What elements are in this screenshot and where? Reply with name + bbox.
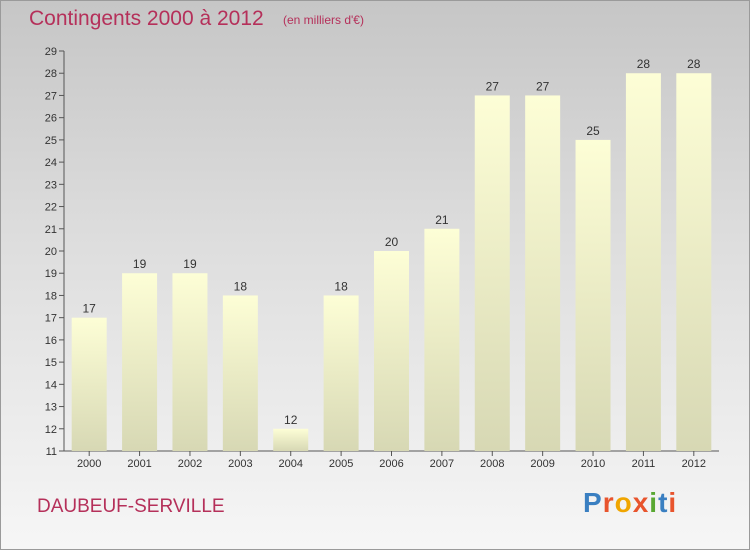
y-tick-label: 12 <box>45 424 57 436</box>
y-tick-label: 16 <box>45 335 57 347</box>
y-tick-label: 22 <box>45 202 57 214</box>
data-label: 18 <box>234 279 248 293</box>
logo-letter: i <box>668 487 678 518</box>
y-tick-label: 17 <box>45 313 57 325</box>
data-label: 19 <box>183 257 197 271</box>
logo-letter: x <box>632 487 650 518</box>
y-tick-label: 20 <box>45 246 57 258</box>
logo-letter: P <box>583 487 603 518</box>
data-label: 28 <box>637 57 651 71</box>
x-tick-label: 2010 <box>581 458 605 470</box>
x-tick-label: 2006 <box>379 458 403 470</box>
x-tick-label: 2007 <box>430 458 454 470</box>
x-tick-label: 2012 <box>682 458 706 470</box>
x-tick-label: 2000 <box>77 458 101 470</box>
bar <box>273 428 309 451</box>
x-tick-label: 2001 <box>127 458 151 470</box>
data-label: 19 <box>133 257 147 271</box>
logo-letter: o <box>614 487 633 518</box>
x-tick-label: 2009 <box>530 458 554 470</box>
data-label: 21 <box>435 213 449 227</box>
y-tick-label: 27 <box>45 90 57 102</box>
y-tick-label: 23 <box>45 179 57 191</box>
data-label: 20 <box>385 235 399 249</box>
y-tick-label: 28 <box>45 68 57 80</box>
bar <box>71 317 107 451</box>
bar <box>424 228 460 451</box>
data-label: 17 <box>83 302 97 316</box>
commune-name: DAUBEUF-SERVILLE <box>37 496 225 517</box>
bar <box>222 295 258 451</box>
logo-letter: t <box>658 487 669 518</box>
y-tick-label: 24 <box>45 157 57 169</box>
x-tick-label: 2011 <box>632 458 656 470</box>
data-label: 25 <box>586 124 600 138</box>
bar <box>374 251 409 451</box>
data-label: 12 <box>284 413 298 427</box>
data-label: 28 <box>687 57 701 71</box>
bar <box>122 273 158 451</box>
y-tick-label: 29 <box>45 46 57 58</box>
x-tick-label: 2005 <box>329 458 353 470</box>
logo-letter: i <box>649 487 659 518</box>
bar <box>676 73 712 451</box>
logo-letter: r <box>602 487 615 518</box>
y-tick-label: 18 <box>45 290 57 302</box>
data-label: 27 <box>486 79 500 93</box>
x-tick-label: 2004 <box>278 458 302 470</box>
x-tick-label: 2003 <box>228 458 252 470</box>
bar <box>474 95 510 451</box>
y-tick-label: 21 <box>45 224 57 236</box>
bar <box>172 273 208 451</box>
bar <box>575 139 611 451</box>
y-tick-label: 15 <box>45 357 57 369</box>
y-tick-label: 25 <box>45 135 57 147</box>
bar <box>323 295 359 451</box>
y-tick-label: 11 <box>46 446 57 458</box>
chart-title: Contingents 2000 à 2012 <box>29 7 264 30</box>
data-label: 18 <box>334 279 348 293</box>
bar <box>625 73 661 451</box>
x-tick-label: 2008 <box>480 458 504 470</box>
x-tick-label: 2002 <box>178 458 202 470</box>
y-tick-label: 14 <box>45 379 57 391</box>
bar <box>525 95 561 451</box>
y-tick-label: 13 <box>45 402 57 414</box>
y-tick-label: 19 <box>45 268 57 280</box>
data-label: 27 <box>536 79 550 93</box>
y-tick-label: 26 <box>45 113 57 125</box>
proxiti-logo: Proxiti <box>583 487 677 519</box>
unit-note: (en milliers d'€) <box>283 13 364 27</box>
